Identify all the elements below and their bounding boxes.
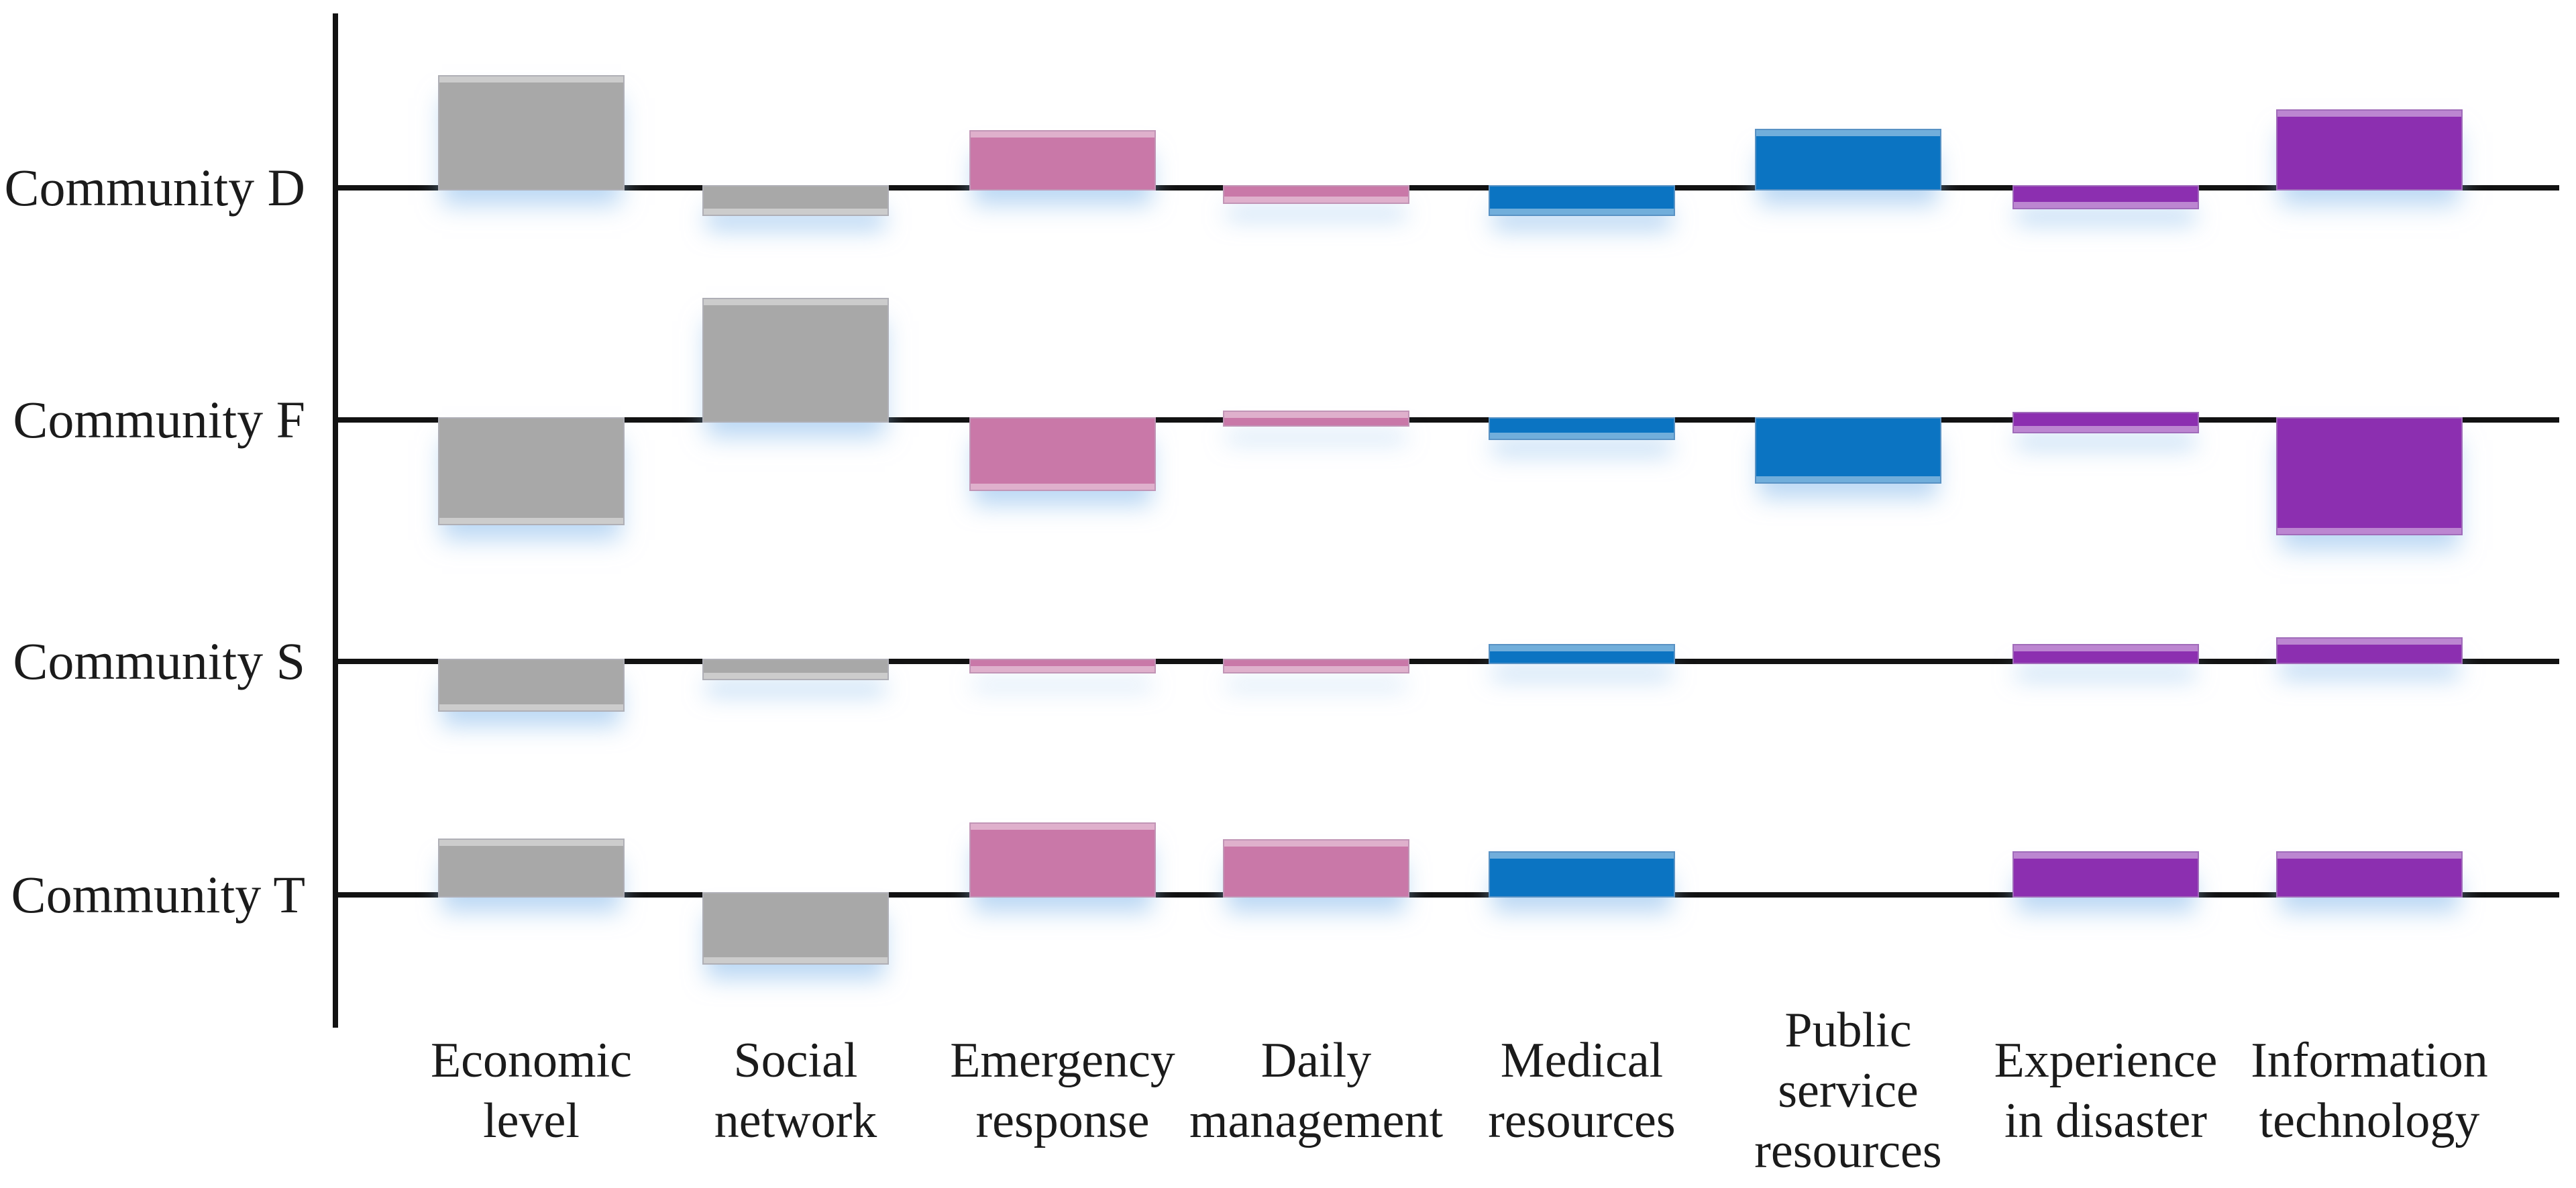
row-label-community-d: Community D [4, 158, 305, 217]
bar-community-d-information-technology [2276, 109, 2463, 191]
bar-community-d-experience-in-disaster [2012, 185, 2199, 209]
bar-highlight-cap [2277, 639, 2461, 645]
bar-highlight-cap [1224, 412, 1408, 418]
bar-highlight-cap [971, 131, 1155, 138]
bar-highlight-cap [1224, 841, 1408, 847]
bar-highlight-cap [1490, 853, 1674, 859]
bar-community-s-information-technology [2276, 637, 2463, 664]
category-label-public-service-resources: Public service resources [1754, 1003, 1942, 1179]
bar-highlight-cap [1490, 645, 1674, 651]
bar-community-s-economic-level [438, 659, 625, 712]
bar-highlight-cap [2277, 111, 2461, 117]
bar-community-s-daily-management [1223, 659, 1409, 673]
bar-community-t-information-technology [2276, 851, 2463, 898]
baseline-community-s [335, 659, 2559, 664]
bar-community-f-emergency-response [969, 417, 1156, 491]
bar-community-t-daily-management [1223, 839, 1409, 898]
bar-highlight-cap [2014, 645, 2198, 651]
bar-community-s-emergency-response [969, 659, 1156, 673]
category-label-economic-level: Economic level [430, 1033, 632, 1148]
category-label-medical-resources: Medical resources [1488, 1033, 1676, 1148]
bar-community-t-experience-in-disaster [2012, 851, 2199, 898]
category-label-social-network: Social network [714, 1033, 877, 1148]
bar-community-s-social-network [702, 659, 889, 680]
bar-highlight-cap [704, 209, 888, 215]
bar-highlight-cap [2014, 202, 2198, 208]
bar-highlight-cap [971, 484, 1155, 490]
bar-highlight-cap [439, 518, 623, 524]
bar-community-d-social-network [702, 185, 889, 216]
bar-community-t-medical-resources [1489, 851, 1675, 898]
bar-highlight-cap [2277, 853, 2461, 859]
bar-highlight-cap [2277, 528, 2461, 534]
bar-highlight-cap [439, 76, 623, 83]
bar-highlight-cap [1224, 666, 1408, 672]
bar-community-f-social-network [702, 298, 889, 423]
category-label-emergency-response: Emergency response [950, 1033, 1175, 1148]
bar-community-t-social-network [702, 892, 889, 965]
row-label-community-t: Community T [11, 865, 305, 924]
bar-community-d-public-service-resources [1755, 129, 1941, 191]
bar-community-s-experience-in-disaster [2012, 644, 2199, 664]
y-axis-line [333, 13, 338, 1028]
baseline-community-f [335, 417, 2559, 423]
bar-community-f-medical-resources [1489, 417, 1675, 440]
bar-highlight-cap [2014, 426, 2198, 432]
bar-highlight-cap [439, 704, 623, 710]
bar-community-f-economic-level [438, 417, 625, 525]
bar-highlight-cap [704, 299, 888, 305]
bar-community-f-experience-in-disaster [2012, 412, 2199, 433]
bar-highlight-cap [1490, 209, 1674, 215]
bar-community-s-medical-resources [1489, 644, 1675, 664]
bar-community-d-daily-management [1223, 185, 1409, 204]
category-label-information-technology: Information technology [2251, 1033, 2488, 1148]
bar-highlight-cap [971, 666, 1155, 672]
bar-highlight-cap [971, 824, 1155, 830]
bar-community-d-emergency-response [969, 130, 1156, 191]
bar-highlight-cap [1224, 197, 1408, 203]
bar-community-t-emergency-response [969, 822, 1156, 898]
bar-highlight-cap [1756, 476, 1940, 482]
bar-highlight-cap [704, 673, 888, 679]
bar-community-f-information-technology [2276, 417, 2463, 535]
row-label-community-s: Community S [13, 632, 305, 690]
bar-highlight-cap [704, 957, 888, 963]
bar-community-d-economic-level [438, 75, 625, 191]
bar-community-f-public-service-resources [1755, 417, 1941, 484]
bar-community-f-daily-management [1223, 411, 1409, 427]
baseline-community-t [335, 892, 2559, 898]
category-label-daily-management: Daily management [1189, 1033, 1444, 1148]
bar-highlight-cap [1756, 130, 1940, 136]
baseline-community-d [335, 185, 2559, 191]
bar-highlight-cap [1490, 433, 1674, 439]
row-label-community-f: Community F [13, 390, 305, 449]
category-label-experience-in-disaster: Experience in disaster [1994, 1033, 2218, 1148]
bar-highlight-cap [2014, 853, 2198, 859]
bar-community-d-medical-resources [1489, 185, 1675, 216]
bar-community-t-economic-level [438, 839, 625, 898]
bar-highlight-cap [439, 840, 623, 846]
